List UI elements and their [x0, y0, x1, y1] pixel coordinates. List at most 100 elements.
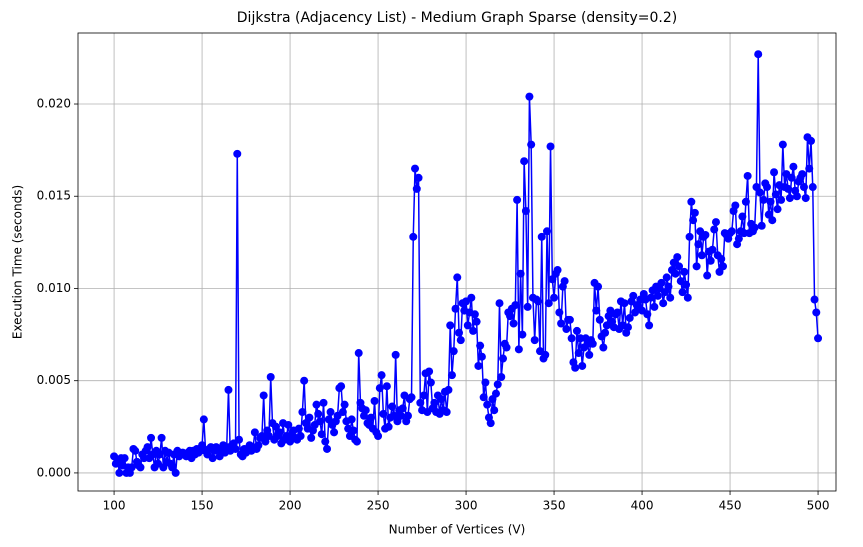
data-point: [541, 350, 550, 359]
x-tick-label: 450: [719, 499, 742, 513]
data-point: [666, 293, 675, 302]
y-tick-label: 0.020: [37, 97, 71, 111]
data-point: [298, 408, 307, 417]
data-point: [759, 195, 768, 204]
data-point: [778, 140, 787, 149]
data-point: [143, 443, 152, 452]
data-point: [671, 269, 680, 278]
data-point: [171, 468, 180, 477]
data-point: [479, 393, 488, 402]
data-point: [254, 441, 263, 450]
data-point: [483, 400, 492, 409]
data-point: [520, 157, 529, 166]
data-point: [319, 398, 328, 407]
y-tick-label: 0.005: [37, 373, 71, 387]
data-point: [467, 293, 476, 302]
data-point: [259, 391, 268, 400]
data-point: [601, 328, 610, 337]
data-point: [692, 262, 701, 271]
data-point: [521, 206, 530, 215]
data-point: [326, 408, 335, 417]
data-point: [147, 433, 156, 442]
data-point: [785, 194, 794, 203]
data-point: [426, 378, 435, 387]
data-point: [792, 192, 801, 201]
data-point: [495, 299, 504, 308]
data-point: [683, 293, 692, 302]
data-point: [470, 310, 479, 319]
data-point: [486, 419, 495, 428]
data-point: [296, 432, 305, 441]
data-point: [620, 299, 629, 308]
data-point: [305, 413, 314, 422]
data-point: [544, 299, 553, 308]
data-point: [527, 140, 536, 149]
data-point: [509, 319, 518, 328]
data-point: [317, 430, 326, 439]
data-point: [754, 50, 763, 59]
data-point: [493, 380, 502, 389]
data-point: [449, 347, 458, 356]
data-point: [766, 197, 775, 206]
data-point: [455, 328, 464, 337]
data-point: [650, 302, 659, 311]
data-point: [689, 216, 698, 225]
data-point: [629, 291, 638, 300]
data-point: [315, 417, 324, 426]
chart-title: Dijkstra (Adjacency List) - Medium Graph…: [237, 10, 677, 26]
data-point: [534, 297, 543, 306]
data-point: [370, 396, 379, 405]
data-point: [411, 164, 420, 173]
x-axis-label: Number of Vertices (V): [389, 523, 526, 537]
data-point: [571, 363, 580, 372]
data-point: [312, 400, 321, 409]
data-point: [770, 168, 779, 177]
data-point: [453, 273, 462, 282]
data-point: [354, 349, 363, 358]
data-point: [567, 334, 576, 343]
data-point: [157, 433, 166, 442]
data-point: [812, 308, 821, 317]
x-tick-label: 400: [631, 499, 654, 513]
data-point: [377, 371, 386, 380]
data-point: [659, 299, 668, 308]
data-point: [463, 321, 472, 330]
data-point: [799, 183, 808, 192]
data-point: [657, 278, 666, 287]
data-point: [506, 312, 515, 321]
data-point: [694, 240, 703, 249]
data-point: [808, 183, 817, 192]
data-point: [703, 271, 712, 280]
data-point: [388, 402, 397, 411]
data-point: [784, 184, 793, 193]
data-point: [595, 315, 604, 324]
data-point: [233, 149, 242, 158]
data-point: [314, 409, 323, 418]
data-point: [340, 400, 349, 409]
data-point: [801, 194, 810, 203]
data-point: [330, 428, 339, 437]
data-point: [798, 170, 807, 179]
x-tick-label: 100: [103, 499, 126, 513]
data-point: [805, 164, 814, 173]
data-point: [419, 391, 428, 400]
data-point: [349, 426, 358, 435]
data-point: [599, 343, 608, 352]
data-point: [701, 230, 710, 239]
data-point: [294, 424, 303, 433]
data-point: [250, 428, 259, 437]
data-point: [456, 336, 465, 345]
data-point: [741, 197, 750, 206]
data-point: [131, 446, 140, 455]
plot-frame: [77, 32, 837, 492]
data-point: [574, 349, 583, 358]
data-point: [807, 136, 816, 145]
data-point: [557, 319, 566, 328]
data-point: [375, 384, 384, 393]
data-point: [398, 404, 407, 413]
data-point: [585, 350, 594, 359]
data-point: [555, 308, 564, 317]
data-point: [115, 468, 124, 477]
data-point: [662, 273, 671, 282]
data-point: [613, 308, 622, 317]
